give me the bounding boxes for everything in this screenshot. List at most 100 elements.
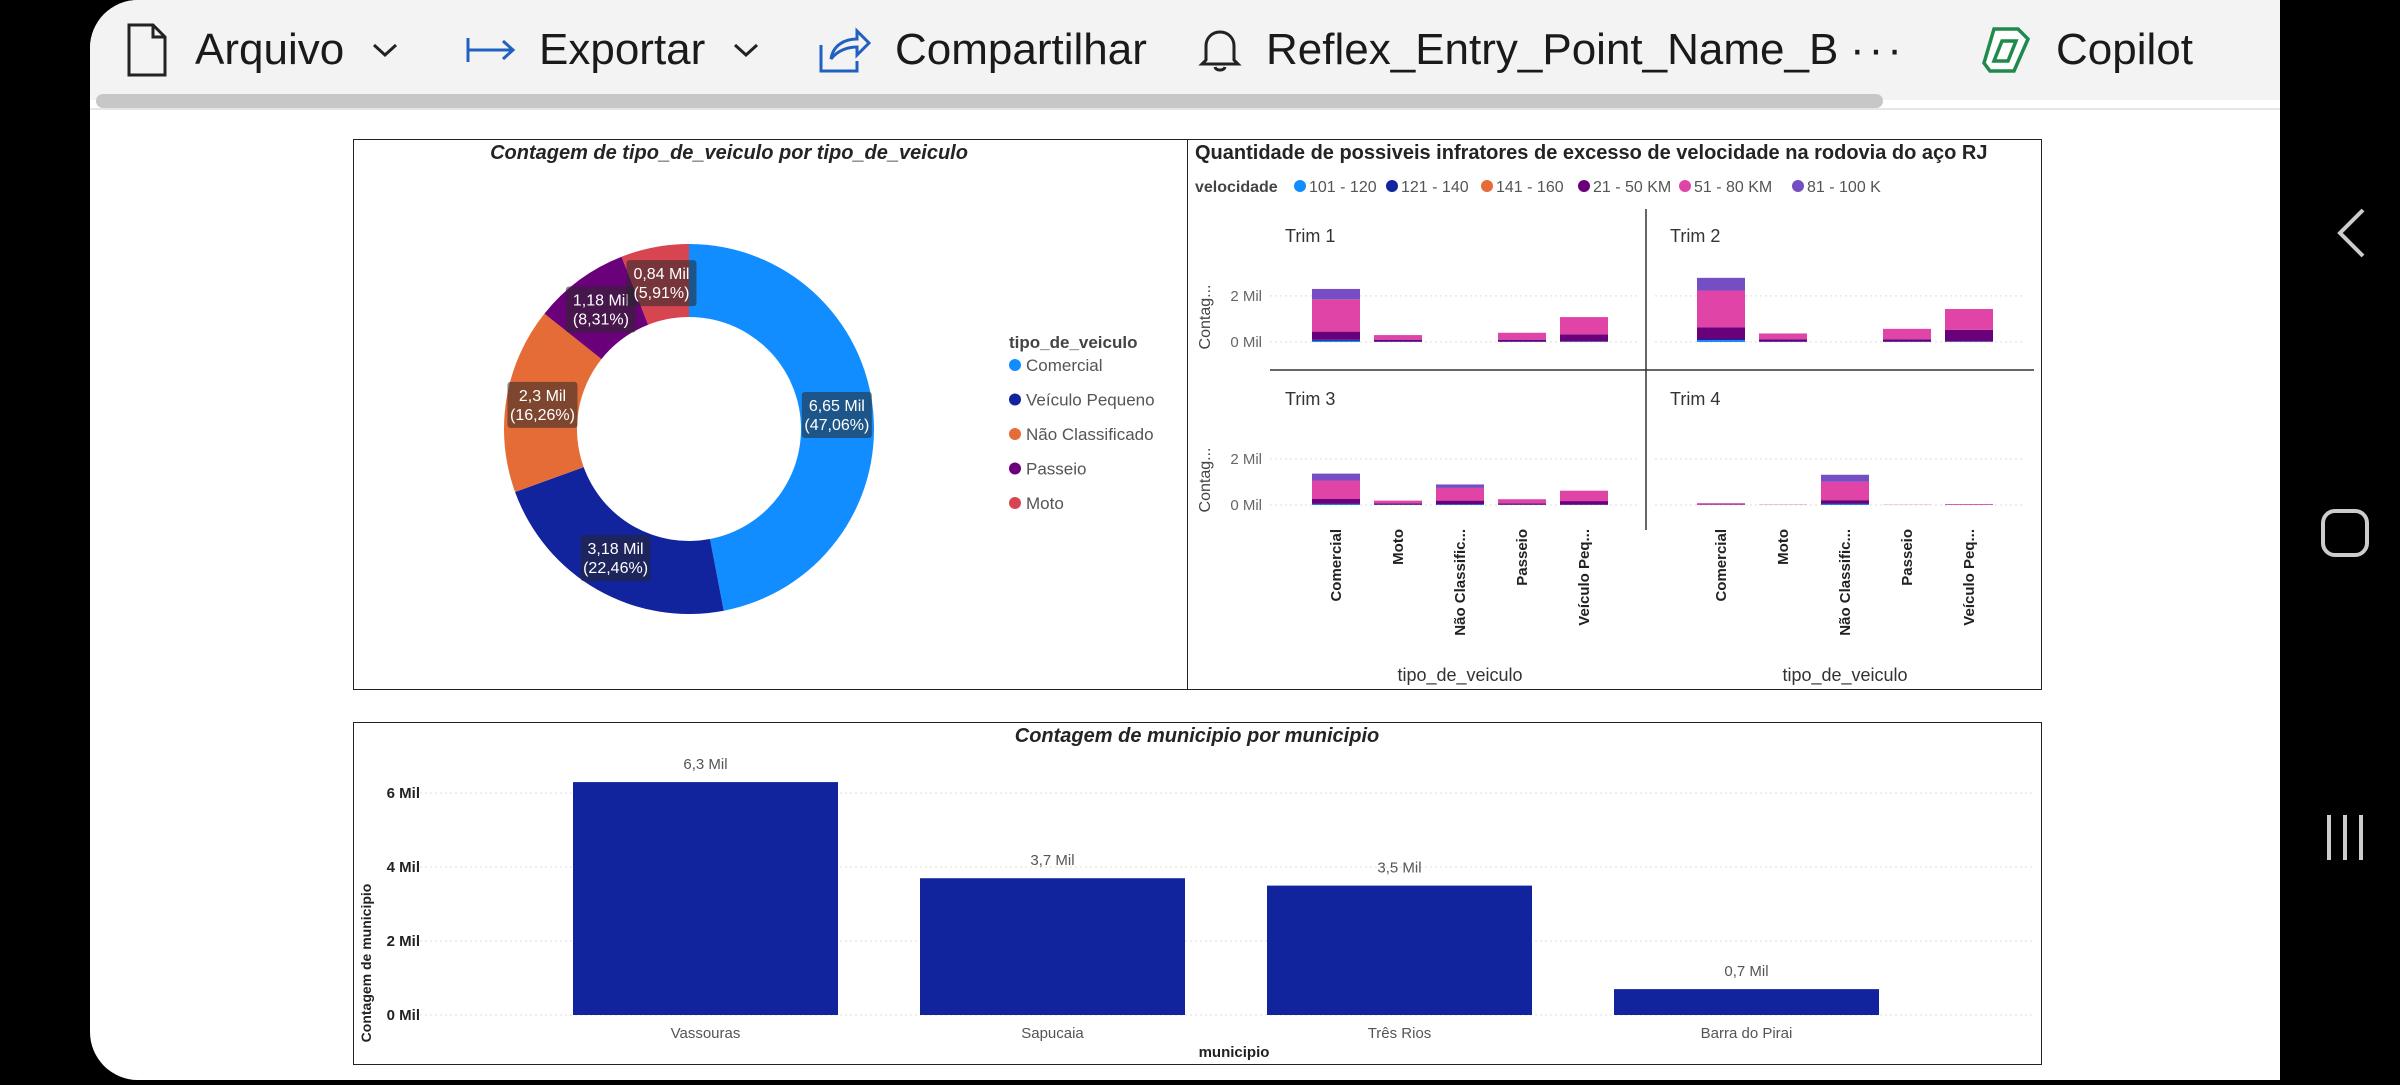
back-chevron-icon[interactable]: [2340, 210, 2363, 256]
legend-swatch: [1294, 180, 1306, 192]
stacked-bar-segment[interactable]: [1312, 341, 1360, 342]
stacked-bar-segment[interactable]: [1374, 335, 1422, 340]
stacked-bar-segment[interactable]: [1697, 291, 1745, 328]
stacked-bar-segment[interactable]: [1436, 501, 1484, 504]
stacked-bar-segment[interactable]: [1374, 503, 1422, 504]
legend-item[interactable]: 101 - 120: [1309, 179, 1377, 196]
stacked-bar-segment[interactable]: [1883, 329, 1931, 339]
home-square-icon[interactable]: [2323, 511, 2367, 555]
bar[interactable]: [1267, 886, 1532, 1015]
stacked-bar-segment[interactable]: [1821, 475, 1869, 482]
stacked-bar-segment[interactable]: [1945, 309, 1993, 330]
stacked-bar-segment[interactable]: [1312, 289, 1360, 299]
stacked-bar-segment[interactable]: [1821, 504, 1869, 505]
recents-icon[interactable]: [2329, 815, 2361, 860]
legend-item[interactable]: Passeio: [1026, 460, 1086, 479]
stacked-bar-segment[interactable]: [1759, 333, 1807, 339]
category-label: Veículo Peq...: [1961, 529, 1978, 626]
bar[interactable]: [920, 878, 1185, 1015]
category-label: Passeio: [1514, 529, 1531, 586]
stacked-bar-segment[interactable]: [1312, 504, 1360, 505]
stacked-bar-segment[interactable]: [1697, 327, 1745, 339]
category-label: Veículo Peq...: [1576, 529, 1593, 626]
chevron-down-icon: [372, 42, 398, 58]
stacked-bar-segment[interactable]: [1498, 499, 1546, 503]
stacked-bar-segment[interactable]: [1697, 339, 1745, 340]
stacked-bar-segment[interactable]: [1498, 340, 1546, 342]
stacked-bar-segment[interactable]: [1821, 482, 1869, 500]
stacked-bar-segment[interactable]: [1436, 488, 1484, 501]
donut-data-label: 2,3 Mil: [519, 388, 566, 405]
stacked-bar-segment[interactable]: [1312, 474, 1360, 481]
file-menu-label: Arquivo: [195, 25, 344, 75]
share-button[interactable]: Compartilhar: [817, 18, 1147, 82]
bell-icon: [1198, 26, 1242, 74]
bar[interactable]: [1614, 989, 1879, 1015]
y-tick-label: 4 Mil: [387, 859, 420, 876]
stacked-bar-segment[interactable]: [1374, 501, 1422, 504]
nav-icons: [2280, 0, 2400, 1080]
legend-item[interactable]: Não Classificado: [1026, 425, 1154, 444]
horizontal-scrollbar[interactable]: [96, 94, 1883, 108]
stacked-bar-segment[interactable]: [1498, 333, 1546, 340]
legend-swatch: [1481, 180, 1493, 192]
stacked-bar-segment[interactable]: [1560, 334, 1608, 341]
legend-item[interactable]: 141 - 160: [1496, 179, 1564, 196]
toolbar-divider: [90, 108, 2280, 110]
legend-item[interactable]: Veículo Pequeno: [1026, 391, 1155, 410]
donut-data-label: 6,65 Mil: [809, 398, 865, 415]
stacked-bar-segment[interactable]: [1312, 504, 1360, 505]
power-bi-app: Arquivo Exportar: [90, 0, 2280, 1080]
category-label: Moto: [1775, 529, 1792, 565]
export-menu[interactable]: Exportar: [465, 18, 759, 82]
stacked-bar-segment[interactable]: [1312, 299, 1360, 331]
legend-item[interactable]: 81 - 100 K: [1807, 179, 1881, 196]
category-label: Não Classific...: [1837, 529, 1854, 636]
donut-chart-visual[interactable]: Contagem de tipo_de_veiculo por tipo_de_…: [353, 139, 1190, 690]
stacked-bar-segment[interactable]: [1883, 339, 1931, 341]
bar[interactable]: [573, 782, 838, 1015]
android-nav-bar: [2280, 0, 2400, 1080]
category-label: Três Rios: [1368, 1025, 1432, 1042]
file-menu[interactable]: Arquivo: [125, 18, 398, 82]
donut-data-label: 3,18 Mil: [588, 541, 644, 558]
legend-swatch: [1009, 428, 1021, 440]
y-tick-label: 2 Mil: [387, 933, 420, 950]
stacked-bar-segment[interactable]: [1312, 340, 1360, 341]
x-axis-title: tipo_de_veiculo: [1782, 665, 1907, 686]
legend-item[interactable]: 121 - 140: [1401, 179, 1469, 196]
stacked-bar-segment[interactable]: [1312, 499, 1360, 504]
stacked-bar-segment[interactable]: [1374, 340, 1422, 342]
stacked-bar-segment[interactable]: [1312, 332, 1360, 340]
stacked-bar-segment[interactable]: [1945, 330, 1993, 342]
legend-item[interactable]: Moto: [1026, 494, 1064, 513]
stacked-bar-segment[interactable]: [1498, 503, 1546, 504]
stacked-bar-segment[interactable]: [1759, 339, 1807, 341]
y-tick-label: 0 Mil: [1230, 334, 1262, 351]
stacked-bar-segment[interactable]: [1560, 491, 1608, 501]
subscribe-button[interactable]: Reflex_Entry_Point_Name_B: [1198, 18, 1838, 82]
stacked-bar-segment[interactable]: [1312, 481, 1360, 499]
legend-swatch: [1792, 180, 1804, 192]
category-label: Sapucaia: [1021, 1025, 1084, 1042]
stacked-bar-segment[interactable]: [1560, 501, 1608, 504]
copilot-icon: [1980, 25, 2034, 75]
legend-swatch: [1009, 497, 1021, 509]
subscribe-button-label: Reflex_Entry_Point_Name_B: [1266, 25, 1838, 75]
stacked-bar-segment[interactable]: [1436, 484, 1484, 487]
stacked-bar-segment[interactable]: [1945, 504, 1993, 505]
stacked-bar-segment[interactable]: [1560, 317, 1608, 334]
copilot-button[interactable]: Copilot: [1980, 18, 2193, 82]
municipio-chart-visual[interactable]: Contagem de municipio por municipio Cont…: [353, 722, 2042, 1065]
bar-data-label: 3,5 Mil: [1377, 860, 1421, 877]
stacked-bar-segment[interactable]: [1697, 340, 1745, 342]
legend-item[interactable]: Comercial: [1026, 356, 1103, 375]
legend-item[interactable]: 21 - 50 KM: [1593, 179, 1671, 196]
legend-item[interactable]: 51 - 80 KM: [1694, 179, 1772, 196]
more-options-button[interactable]: ···: [1850, 18, 1906, 82]
stacked-bar-segment[interactable]: [1821, 500, 1869, 503]
stacked-bar-segment[interactable]: [1821, 504, 1869, 505]
stacked-bar-segment[interactable]: [1697, 278, 1745, 291]
speeding-chart-visual[interactable]: Quantidade de possiveis infratores de ex…: [1187, 139, 2042, 690]
stacked-bar-segment[interactable]: [1697, 503, 1745, 504]
